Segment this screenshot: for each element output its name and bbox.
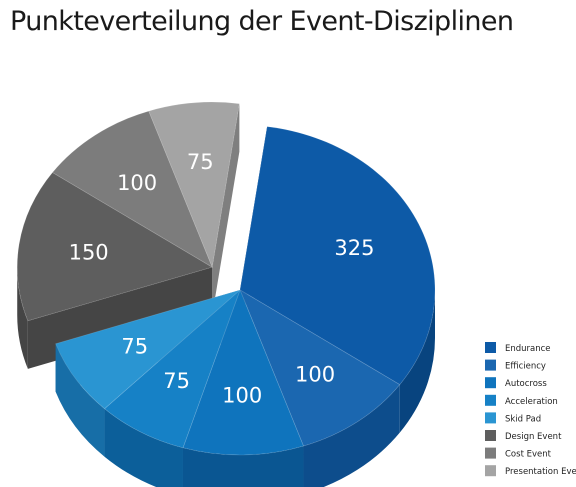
data-label: 75 (121, 335, 148, 359)
slice-side-endurance (399, 290, 435, 433)
slice-endurance (239, 126, 436, 386)
legend-swatch (485, 394, 496, 406)
slice-presentation-event (148, 101, 240, 269)
legend-label: Cost Event (505, 450, 552, 460)
data-label: 75 (187, 150, 214, 174)
legend-label: Presentation Event (505, 467, 576, 477)
legend-swatch (485, 465, 496, 477)
slice-side-efficiency (303, 384, 400, 487)
data-label: 150 (69, 240, 109, 264)
slice-acceleration (103, 289, 241, 449)
legend-label: Autocross (505, 379, 547, 389)
legend-swatch (485, 412, 496, 424)
slice-cost-event (51, 110, 214, 269)
data-label: 75 (163, 369, 190, 393)
data-label: 100 (117, 171, 157, 195)
legend-label: Acceleration (505, 397, 558, 407)
pie-slices (16, 101, 436, 456)
slice-side-acceleration (104, 408, 183, 487)
slice-side-autocross (182, 446, 304, 487)
slice-side-design-event (17, 267, 28, 369)
chart-title: Punkteverteilung der Event-Disziplinen (10, 6, 514, 37)
slice-autocross (182, 288, 305, 456)
data-labels: 325 100 100 75 75 150 100 75 (69, 150, 375, 408)
data-label: 325 (334, 236, 374, 260)
slice-side-skid-pad (55, 343, 105, 457)
legend-swatch (485, 447, 496, 459)
slice-cut-face (212, 103, 240, 316)
legend-swatch (485, 430, 496, 441)
slice-skid-pad (55, 289, 241, 410)
data-label: 100 (295, 362, 335, 386)
legend-label: Skid Pad (505, 414, 541, 424)
legend-swatch (485, 359, 496, 371)
legend-swatch (485, 377, 496, 389)
legend: Endurance Efficiency Autocross Acceleration… (485, 342, 576, 477)
legend-label: Endurance (505, 344, 551, 354)
legend-swatch (485, 342, 496, 353)
slice-efficiency (239, 289, 401, 447)
slice-design-event (16, 171, 214, 322)
legend-label: Efficiency (505, 362, 546, 372)
legend-label: Design Event (505, 432, 562, 442)
data-label: 100 (222, 384, 262, 408)
